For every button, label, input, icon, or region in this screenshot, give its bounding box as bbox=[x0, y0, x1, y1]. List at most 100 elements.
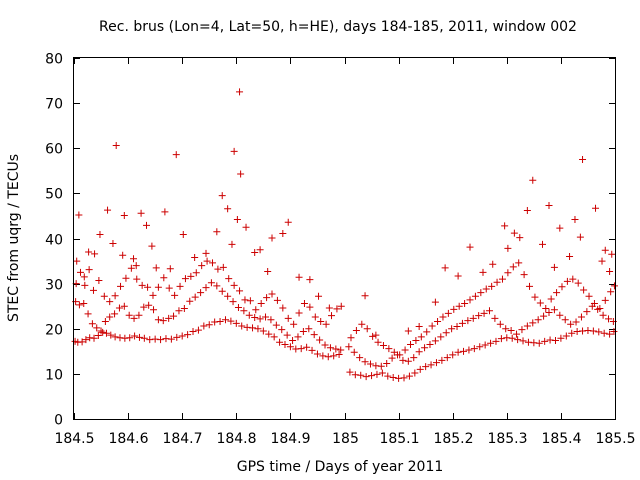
data-point bbox=[80, 273, 88, 281]
data-point bbox=[545, 202, 553, 210]
data-point bbox=[479, 268, 487, 276]
data-point bbox=[106, 313, 114, 321]
data-point bbox=[411, 369, 419, 377]
data-point bbox=[571, 216, 579, 224]
data-point bbox=[385, 345, 393, 353]
plot-frame bbox=[73, 57, 616, 420]
data-point bbox=[598, 257, 606, 265]
data-point bbox=[135, 333, 143, 341]
data-point bbox=[192, 269, 200, 277]
data-point bbox=[325, 304, 333, 312]
data-point bbox=[273, 296, 281, 304]
data-point bbox=[286, 343, 294, 351]
data-point bbox=[197, 289, 205, 297]
data-point bbox=[310, 331, 318, 339]
data-point bbox=[279, 230, 287, 238]
data-point bbox=[576, 233, 584, 241]
data-point bbox=[160, 274, 168, 282]
data-point bbox=[242, 223, 250, 231]
data-point bbox=[264, 267, 272, 275]
data-point bbox=[535, 339, 543, 347]
data-point bbox=[85, 248, 93, 256]
y-tick-label: 60 bbox=[45, 142, 63, 158]
data-point bbox=[482, 285, 490, 293]
data-point bbox=[428, 322, 436, 330]
data-point bbox=[547, 295, 555, 303]
data-point bbox=[180, 304, 188, 312]
data-point bbox=[551, 336, 559, 344]
data-point bbox=[213, 228, 221, 236]
data-point bbox=[249, 324, 257, 332]
data-point bbox=[289, 336, 297, 344]
data-point bbox=[228, 240, 236, 248]
data-point bbox=[157, 336, 165, 344]
data-point bbox=[299, 327, 307, 335]
data-point bbox=[224, 292, 232, 300]
data-point bbox=[149, 291, 157, 299]
data-point bbox=[246, 297, 254, 305]
data-point bbox=[488, 282, 496, 290]
data-point bbox=[401, 346, 409, 354]
data-point bbox=[94, 332, 102, 340]
data-point bbox=[126, 334, 134, 342]
data-point bbox=[221, 316, 229, 324]
data-point bbox=[233, 216, 241, 224]
data-point bbox=[515, 259, 523, 267]
data-point bbox=[328, 312, 336, 320]
data-point bbox=[173, 333, 181, 341]
data-point bbox=[214, 265, 222, 273]
data-point bbox=[531, 293, 539, 301]
data-point bbox=[558, 283, 566, 291]
data-point bbox=[144, 283, 152, 291]
data-point bbox=[313, 350, 321, 358]
data-point bbox=[91, 250, 99, 258]
data-point bbox=[509, 263, 517, 271]
data-point bbox=[550, 306, 558, 314]
data-point bbox=[487, 339, 495, 347]
data-point bbox=[363, 325, 371, 333]
x-tick-label: 185.5 bbox=[595, 431, 635, 447]
x-tick-label: 184.8 bbox=[216, 431, 256, 447]
x-tick-label: 184.6 bbox=[108, 431, 148, 447]
data-point bbox=[437, 333, 445, 341]
data-point bbox=[122, 274, 130, 282]
data-point bbox=[423, 328, 431, 336]
data-point bbox=[335, 350, 343, 358]
data-point bbox=[520, 271, 528, 279]
data-point bbox=[112, 142, 120, 150]
data-point bbox=[290, 320, 298, 328]
data-point bbox=[120, 302, 128, 310]
data-point bbox=[574, 279, 582, 287]
data-point bbox=[442, 329, 450, 337]
data-point bbox=[378, 369, 386, 377]
data-point bbox=[572, 318, 580, 326]
data-point bbox=[464, 317, 472, 325]
data-point bbox=[536, 299, 544, 307]
data-point bbox=[135, 311, 143, 319]
data-point bbox=[326, 344, 334, 352]
data-point bbox=[421, 344, 429, 352]
data-point bbox=[140, 303, 148, 311]
data-point bbox=[427, 361, 435, 369]
data-point bbox=[236, 88, 244, 96]
data-point bbox=[259, 327, 267, 335]
data-point bbox=[502, 325, 510, 333]
data-point bbox=[187, 272, 195, 280]
data-point bbox=[404, 327, 412, 335]
data-point bbox=[553, 289, 561, 297]
data-point bbox=[297, 345, 305, 353]
data-point bbox=[95, 276, 103, 284]
data-point bbox=[171, 291, 179, 299]
data-point bbox=[454, 348, 462, 356]
x-axis-label: GPS time / Days of year 2011 bbox=[237, 459, 444, 475]
data-point bbox=[230, 281, 238, 289]
data-point bbox=[458, 319, 466, 327]
data-point bbox=[76, 268, 84, 276]
data-point bbox=[85, 266, 93, 274]
data-point bbox=[508, 334, 516, 342]
data-point bbox=[203, 257, 211, 265]
data-point bbox=[191, 253, 199, 261]
data-point bbox=[501, 222, 509, 230]
x-tick-label: 185.3 bbox=[487, 431, 527, 447]
data-point bbox=[443, 354, 451, 362]
